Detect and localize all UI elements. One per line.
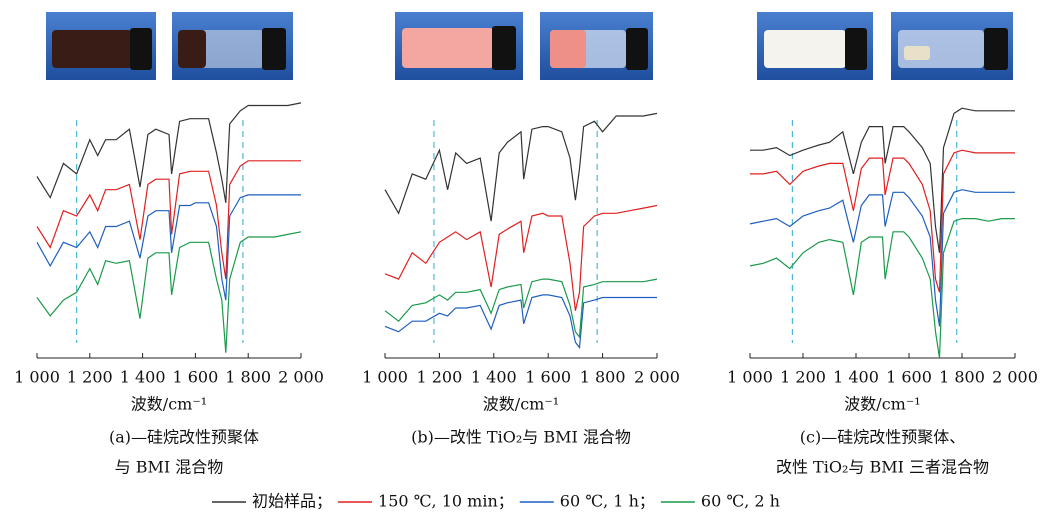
spectrum-line	[36, 231, 302, 353]
x-tick-label: 1 800	[225, 368, 271, 387]
spectrum-line	[749, 189, 1015, 327]
caption: (c)—硅烷改性预聚体、	[800, 428, 965, 447]
spectrum-line	[36, 160, 301, 280]
photos	[46, 12, 1013, 80]
spectrum-line	[750, 149, 1015, 293]
x-tick-label: 1 600	[886, 368, 932, 387]
x-tick-label: 1 800	[939, 368, 985, 387]
x-tick-label: 1 600	[525, 368, 571, 387]
x-tick-label: 1 800	[580, 368, 626, 387]
x-tick-label: 1 400	[471, 368, 517, 387]
x-tick-label: 2 000	[634, 368, 680, 387]
spectrum-line	[749, 218, 1015, 359]
spectrum-line	[36, 194, 301, 301]
x-tick-label: 1 000	[727, 368, 773, 387]
x-tick-label: 1 200	[67, 368, 113, 387]
legend-label: 150 ℃, 10 min	[378, 492, 498, 511]
spectrum-line	[384, 294, 657, 350]
legend-label: 60 ℃, 2 h	[701, 492, 780, 511]
caption: 改性 TiO₂与 BMI 三者混合物	[776, 458, 989, 477]
spectrum-line	[384, 204, 658, 311]
caption: 与 BMI 混合物	[115, 458, 224, 477]
x-tick-label: 1 600	[172, 368, 218, 387]
x-tick-label: 1 400	[833, 368, 879, 387]
legend-label: 初始样品	[252, 492, 316, 511]
x-tick-label: 2 000	[992, 368, 1038, 387]
x-tick-label: 1 000	[14, 368, 60, 387]
spectrum-line	[750, 107, 1015, 253]
x-tick-label: 1 000	[362, 368, 408, 387]
x-axis-label: 波数/cm⁻¹	[483, 395, 559, 414]
spectrum-line	[384, 112, 658, 222]
x-axis-label: 波数/cm⁻¹	[131, 395, 207, 414]
x-tick-label: 1 400	[120, 368, 166, 387]
caption: (a)—硅烷改性预聚体	[109, 428, 259, 447]
x-tick-label: 1 200	[780, 368, 826, 387]
caption: (b)—改性 TiO₂与 BMI 混合物	[411, 428, 631, 447]
legend-separator: ；	[498, 492, 514, 511]
x-tick-label: 2 000	[278, 368, 324, 387]
legend-separator: ；	[639, 492, 655, 511]
legend-label: 60 ℃, 1 h	[560, 492, 639, 511]
x-axis-label: 波数/cm⁻¹	[844, 395, 920, 414]
legend-separator: ；	[316, 492, 332, 511]
spectrum-line	[384, 278, 658, 339]
x-tick-label: 1 200	[416, 368, 462, 387]
spectrum-line	[36, 102, 302, 203]
